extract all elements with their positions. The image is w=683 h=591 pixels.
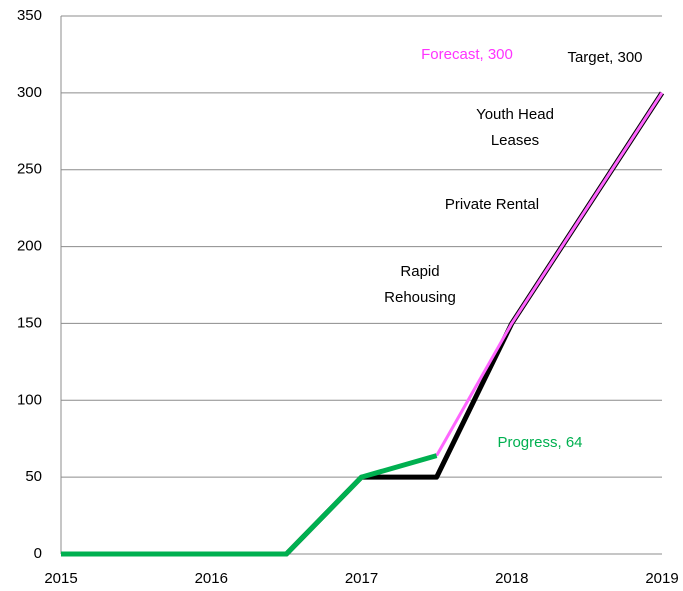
y-tick-label: 50 [25, 468, 42, 485]
y-tick-label: 0 [34, 545, 42, 562]
x-tick-label: 2019 [645, 570, 678, 587]
y-tick-label: 300 [17, 84, 42, 101]
annotation: Leases [491, 132, 539, 149]
y-tick-label: 350 [17, 7, 42, 24]
annotation: Progress, 64 [497, 434, 582, 451]
x-tick-label: 2017 [345, 570, 378, 587]
annotation: Rehousing [384, 289, 456, 306]
y-tick-label: 250 [17, 161, 42, 178]
annotation: Youth Head [476, 106, 554, 123]
x-tick-label: 2018 [495, 570, 528, 587]
x-tick-label: 2015 [44, 570, 77, 587]
y-tick-label: 200 [17, 238, 42, 255]
y-tick-label: 100 [17, 391, 42, 408]
annotation: Target, 300 [567, 49, 642, 66]
annotation: Forecast, 300 [421, 46, 513, 63]
x-tick-label: 2016 [195, 570, 228, 587]
series-line [435, 92, 664, 457]
series-line [61, 453, 438, 557]
annotation: Private Rental [445, 196, 539, 213]
y-tick-label: 150 [17, 314, 42, 331]
annotation: Rapid [400, 263, 439, 280]
